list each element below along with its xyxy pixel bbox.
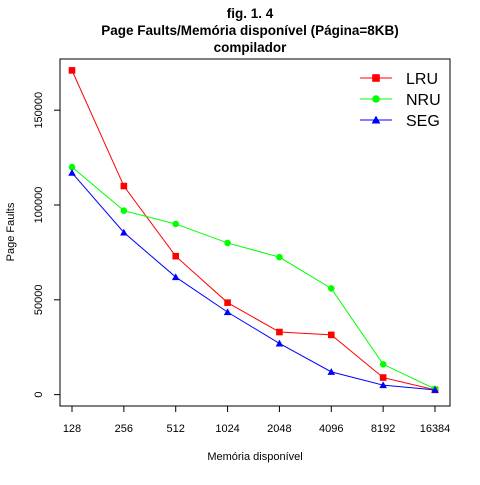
legend-item-lru: LRU xyxy=(360,71,438,88)
chart-title-line-2: Page Faults/Memória disponível (Página=8… xyxy=(101,23,398,38)
x-tick-label: 16384 xyxy=(420,423,451,435)
data-point-seg xyxy=(379,381,387,389)
legend-label-nru: NRU xyxy=(406,92,441,109)
data-point-lru xyxy=(276,328,283,336)
series-line-seg xyxy=(71,172,436,391)
data-point-seg xyxy=(223,308,232,316)
x-tick-label: 8192 xyxy=(371,423,395,435)
x-tick-label: 1024 xyxy=(215,423,239,435)
data-point-seg xyxy=(327,368,336,375)
data-point-nru xyxy=(276,253,283,261)
legend-marker-nru xyxy=(372,95,380,103)
x-tick-label: 512 xyxy=(167,423,185,435)
data-point-seg xyxy=(68,168,76,176)
data-point-lru xyxy=(172,252,180,260)
legend-item-seg: SEG xyxy=(360,113,440,130)
data-point-lru xyxy=(379,374,387,381)
series-seg xyxy=(68,168,439,393)
legend-label-seg: SEG xyxy=(406,113,440,130)
chart-title-line-1: fig. 1. 4 xyxy=(227,6,274,21)
data-point-nru xyxy=(379,360,387,368)
x-axis: 128 256 512 1024 2048 4096 8192 16384 xyxy=(63,406,450,435)
legend-label-lru: LRU xyxy=(406,71,438,88)
data-point-lru xyxy=(68,67,76,74)
series-nru xyxy=(68,163,439,393)
data-point-seg xyxy=(431,386,439,393)
series-line-nru xyxy=(71,166,436,390)
data-point-nru xyxy=(68,163,76,171)
x-tick-label: 256 xyxy=(115,423,133,435)
y-tick-label: 150000 xyxy=(33,92,45,129)
legend-item-nru: NRU xyxy=(360,92,441,109)
data-point-lru xyxy=(120,182,128,190)
data-point-nru xyxy=(172,220,180,228)
data-point-nru xyxy=(224,239,231,247)
x-axis-label: Memória disponível xyxy=(207,451,302,463)
y-axis-label: Page Faults xyxy=(5,202,17,261)
y-tick-label: 100000 xyxy=(33,187,45,224)
series-layer xyxy=(68,67,439,394)
legend-marker-seg xyxy=(371,115,381,124)
data-point-nru xyxy=(327,285,335,292)
y-tick-label: 0 xyxy=(33,392,45,398)
x-tick-label: 4096 xyxy=(319,423,343,435)
data-point-seg xyxy=(120,228,128,236)
plot-frame xyxy=(59,58,451,407)
y-axis: 0 50000 100000 150000 xyxy=(33,92,60,398)
chart-title-line-3: compilador xyxy=(214,40,288,55)
data-point-seg xyxy=(275,339,284,347)
chart-titles: fig. 1. 4 Page Faults/Memória disponível… xyxy=(101,6,398,55)
legend: LRU NRU SEG xyxy=(360,71,441,130)
data-point-nru xyxy=(120,207,128,214)
x-tick-label: 128 xyxy=(63,423,81,435)
data-point-lru xyxy=(224,299,231,306)
data-point-seg xyxy=(171,273,180,281)
data-point-lru xyxy=(327,331,335,339)
y-tick-label: 50000 xyxy=(33,285,45,316)
x-tick-label: 2048 xyxy=(267,423,291,435)
legend-marker-lru xyxy=(372,74,380,82)
series-line-lru xyxy=(71,70,436,391)
